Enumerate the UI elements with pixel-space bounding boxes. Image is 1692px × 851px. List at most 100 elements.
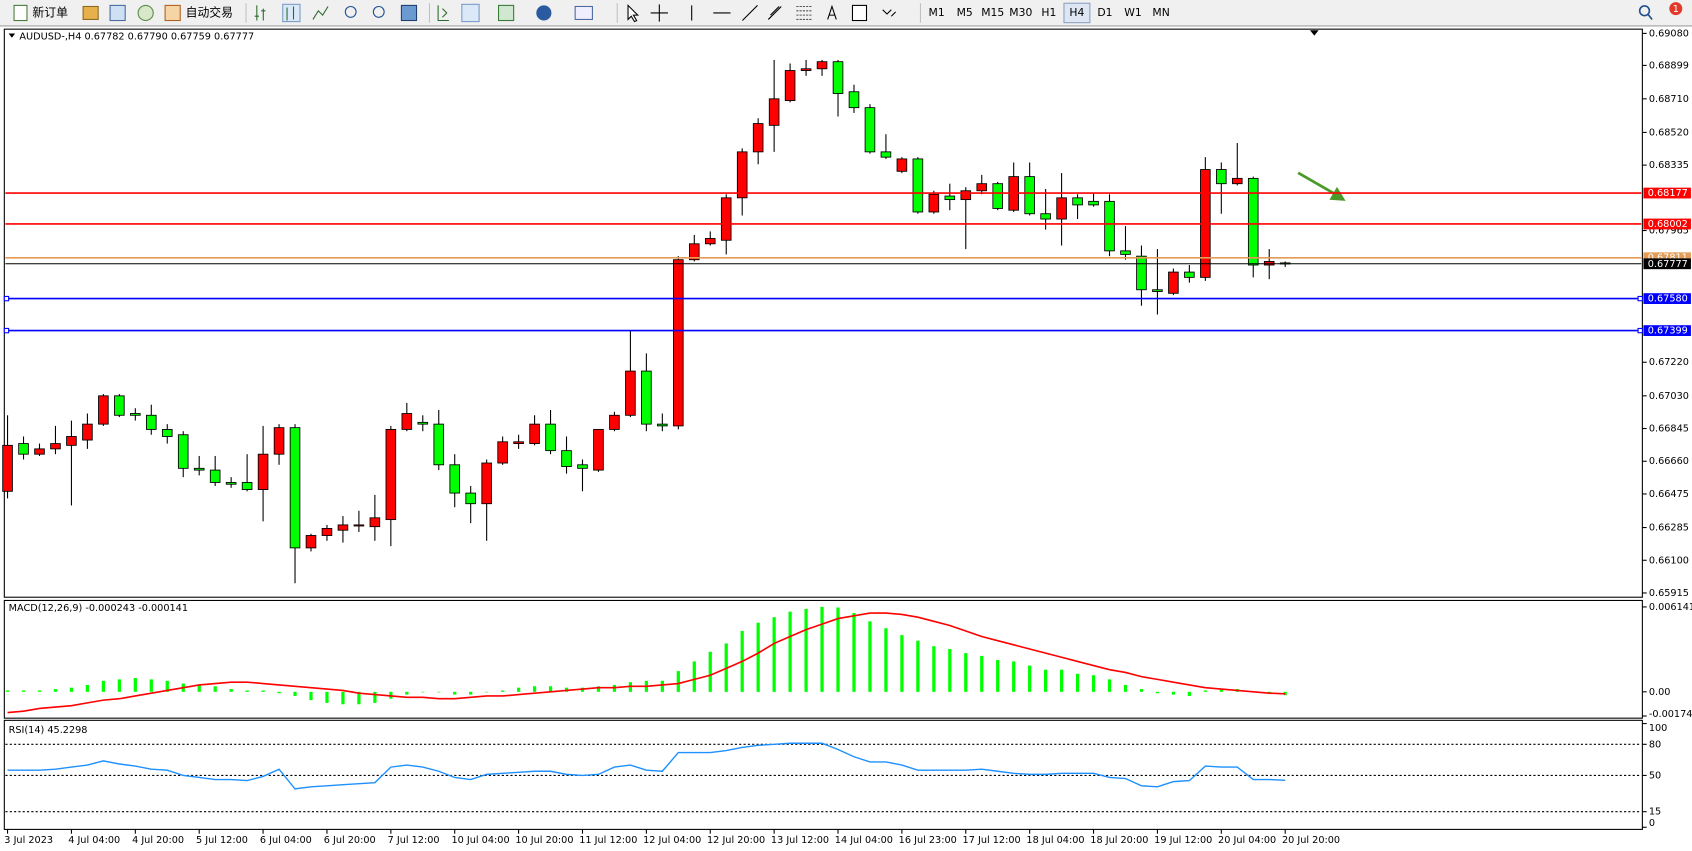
macd-bar	[980, 655, 984, 692]
toolbar-icon[interactable]	[137, 4, 154, 22]
candle-body	[1216, 169, 1227, 185]
y-tick-label: 0.67220	[1649, 357, 1689, 368]
candle-body	[1104, 200, 1115, 252]
x-tick-label: 7 Jul 12:00	[388, 835, 440, 846]
candle-body	[1072, 197, 1083, 206]
timeframe-button[interactable]: D1	[1097, 6, 1112, 19]
macd-bar	[1075, 673, 1080, 692]
candle-body	[34, 448, 45, 455]
macd-bar	[197, 684, 201, 692]
level-label: 0.68177	[1648, 188, 1688, 199]
text-icon[interactable]	[827, 4, 837, 20]
fibo-icon[interactable]	[796, 5, 812, 20]
candle-body	[704, 238, 716, 245]
candle-body	[449, 464, 461, 494]
macd-bar	[660, 680, 664, 692]
macd-bar	[165, 680, 169, 692]
notification-badge[interactable]	[1669, 2, 1683, 16]
candle-body	[688, 243, 700, 261]
timeframe-button[interactable]: M30	[1009, 6, 1032, 19]
candle-body	[177, 434, 189, 469]
bar-chart-icon[interactable]	[254, 5, 266, 21]
macd-bar	[229, 689, 233, 692]
macd-bar	[5, 690, 10, 692]
auto-trading-icon[interactable]	[164, 4, 181, 22]
y-tick-label: 15	[1649, 807, 1661, 818]
search-icon-handle	[1647, 13, 1653, 20]
trendline-icon[interactable]	[742, 5, 758, 21]
candle-body	[784, 70, 796, 102]
indicators-icon[interactable]	[497, 4, 515, 22]
toolbar-icon[interactable]	[82, 5, 99, 20]
candle-body	[673, 259, 684, 427]
search-icon[interactable]	[1638, 5, 1651, 17]
y-tick-label: 0.69080	[1649, 28, 1689, 39]
candle-body	[18, 443, 29, 455]
level-label: 0.67580	[1648, 294, 1688, 305]
x-tick-label: 4 Jul 20:00	[132, 835, 184, 846]
candle-body	[720, 197, 732, 241]
timeframe-button[interactable]: M1	[929, 6, 945, 19]
level-handle	[3, 327, 10, 334]
macd-bar	[405, 691, 409, 695]
macd-bar	[916, 640, 920, 692]
macd-bar	[261, 690, 265, 692]
macd-bar	[964, 653, 968, 692]
timeframe-button[interactable]: H4	[1069, 6, 1084, 19]
period-icon[interactable]	[536, 5, 552, 21]
timeframe-button[interactable]: M15	[981, 6, 1004, 19]
y-tick-label: 0.68899	[1649, 60, 1689, 71]
zoom-in-icon[interactable]	[344, 5, 357, 18]
candle-body	[257, 453, 269, 490]
template-icon[interactable]	[574, 5, 593, 20]
macd-bar	[85, 684, 90, 692]
new-order-button[interactable]: 新订单	[32, 5, 68, 19]
label-icon[interactable]	[851, 4, 868, 22]
crosshair-icon[interactable]	[650, 4, 668, 22]
timeframe-button[interactable]: MN	[1152, 6, 1169, 19]
candle-body	[1056, 197, 1067, 220]
toolbar-icon[interactable]	[109, 4, 126, 22]
x-tick-label: 11 Jul 12:00	[579, 835, 637, 846]
candle-body	[145, 414, 157, 430]
y-tick-label: 0.68520	[1649, 127, 1689, 138]
macd-bar	[1059, 669, 1064, 692]
tile-icon[interactable]	[400, 4, 418, 22]
candle-chart-icon[interactable]	[282, 3, 301, 23]
level-label: 0.67399	[1648, 326, 1688, 337]
chart-shift-marker	[1310, 30, 1319, 36]
y-tick-label: 50	[1649, 770, 1661, 781]
macd-bar	[1107, 679, 1112, 692]
timeframe-button[interactable]: H1	[1041, 6, 1056, 19]
line-chart-icon[interactable]	[312, 6, 329, 20]
candle-body	[98, 395, 109, 425]
level-label-bg	[1643, 293, 1691, 304]
candle-body	[193, 467, 205, 471]
arrows-icon[interactable]	[882, 9, 897, 17]
timeframe-button[interactable]: W1	[1124, 6, 1142, 19]
level-handle	[3, 295, 10, 302]
new-order-icon[interactable]	[13, 4, 28, 22]
x-tick-label: 19 Jul 12:00	[1154, 835, 1212, 846]
chart-tools	[254, 3, 329, 23]
level-label: 0.67811	[1648, 253, 1688, 264]
scroll-icon[interactable]	[437, 5, 449, 22]
x-tick-label: 6 Jul 20:00	[324, 835, 376, 846]
shift-icon[interactable]	[461, 3, 480, 23]
zoom-out-icon[interactable]	[372, 5, 385, 18]
signal-line	[7, 612, 1286, 714]
timeframe-button[interactable]: M5	[957, 6, 973, 19]
cursor-icon[interactable]	[627, 4, 640, 23]
auto-trading-button[interactable]: 自动交易	[186, 5, 233, 19]
level-label-bg	[1643, 258, 1691, 270]
candle-body	[561, 450, 572, 467]
candle-body	[912, 158, 924, 213]
channel-icon[interactable]	[767, 6, 782, 20]
rsi-title: RSI(14) 45.2298	[9, 725, 88, 736]
candle-body	[385, 428, 397, 521]
x-tick-label: 17 Jul 12:00	[963, 835, 1021, 846]
candle-body	[513, 441, 524, 445]
